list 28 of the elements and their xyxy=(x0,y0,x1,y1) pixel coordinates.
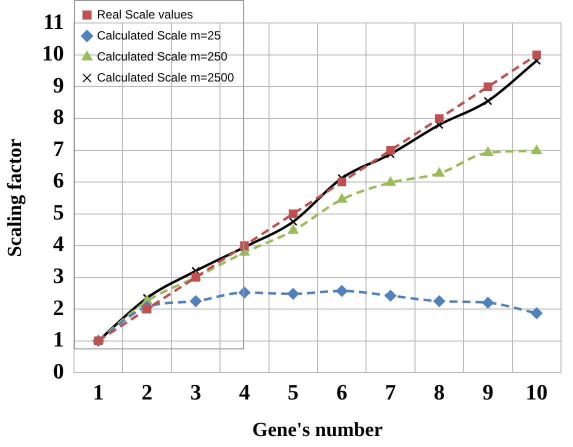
y-tick-label: 11 xyxy=(43,8,64,34)
y-tick-label: 5 xyxy=(53,199,64,224)
x-tick-label: 5 xyxy=(288,379,299,404)
y-tick-label: 6 xyxy=(53,168,64,193)
x-tick-label: 1 xyxy=(92,379,104,404)
legend-label: Calculated Scale m=2500 xyxy=(97,70,234,84)
legend-label: Real Scale values xyxy=(97,7,194,22)
y-tick-label: 3 xyxy=(53,262,64,288)
legend-label: Calculated Scale m=250 xyxy=(97,49,228,64)
y-axis-title: Scaling factor xyxy=(4,138,26,258)
y-tick-label: 10 xyxy=(42,40,64,66)
x-tick-label: 9 xyxy=(482,379,494,404)
x-axis-title: Gene's number xyxy=(252,419,383,442)
x-tick-label: 8 xyxy=(434,379,445,404)
x-tick-label: 4 xyxy=(238,379,250,404)
y-tick-label: 1 xyxy=(53,326,64,352)
y-tick-label: 8 xyxy=(53,104,64,130)
x-tick-label: 10 xyxy=(526,379,548,404)
y-tick-label: 7 xyxy=(53,136,64,161)
x-tick-label: 3 xyxy=(190,379,202,404)
x-tick-label: 7 xyxy=(385,379,396,404)
y-tick-label: 2 xyxy=(53,294,64,320)
y-tick-label: 0 xyxy=(53,358,64,384)
y-tick-label: 4 xyxy=(53,231,64,256)
y-tick-label: 9 xyxy=(53,72,64,98)
x-tick-label: 2 xyxy=(142,379,153,404)
x-tick-label: 6 xyxy=(336,379,348,404)
legend-label: Calculated Scale m=25 xyxy=(97,28,222,42)
